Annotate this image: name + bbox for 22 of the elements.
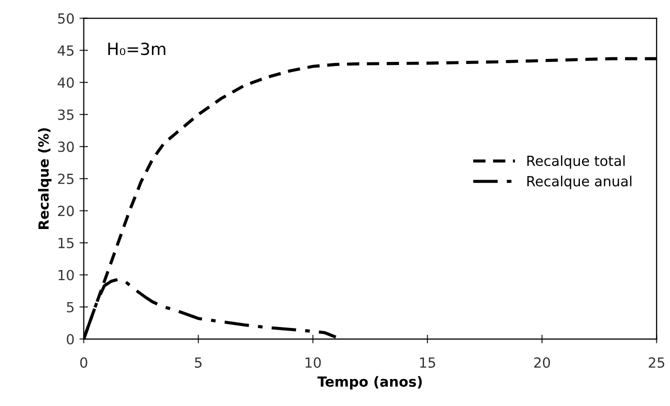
- y-tick-label: 10: [58, 270, 74, 280]
- y-tick-label: 35: [58, 109, 74, 120]
- legend-label: Recalque total: [527, 155, 625, 169]
- y-tick-label: 50: [58, 13, 74, 24]
- y-tick-label: 0: [66, 334, 74, 344]
- x-axis-title: Tempo (anos): [317, 376, 422, 390]
- x-tick-label: 15: [420, 357, 436, 368]
- annotation: H₀=3m: [108, 42, 166, 56]
- x-tick-label: 20: [534, 357, 550, 368]
- y-tick-label: 5: [66, 302, 74, 312]
- y-tick-label: 40: [58, 77, 74, 88]
- y-tick-label: 30: [58, 142, 74, 152]
- x-tick-label: 0: [80, 357, 88, 368]
- legend-label: Recalque anual: [527, 176, 632, 190]
- x-tick-label: 25: [648, 357, 664, 368]
- y-tick-label: 25: [58, 174, 74, 184]
- y-tick-label: 45: [58, 45, 74, 56]
- x-tick-label: 10: [306, 357, 321, 368]
- y-tick-label: 15: [58, 238, 74, 248]
- y-axis-title: Recalque (%): [38, 128, 52, 229]
- x-tick-label: 5: [194, 357, 202, 368]
- y-tick-label: 20: [58, 206, 74, 216]
